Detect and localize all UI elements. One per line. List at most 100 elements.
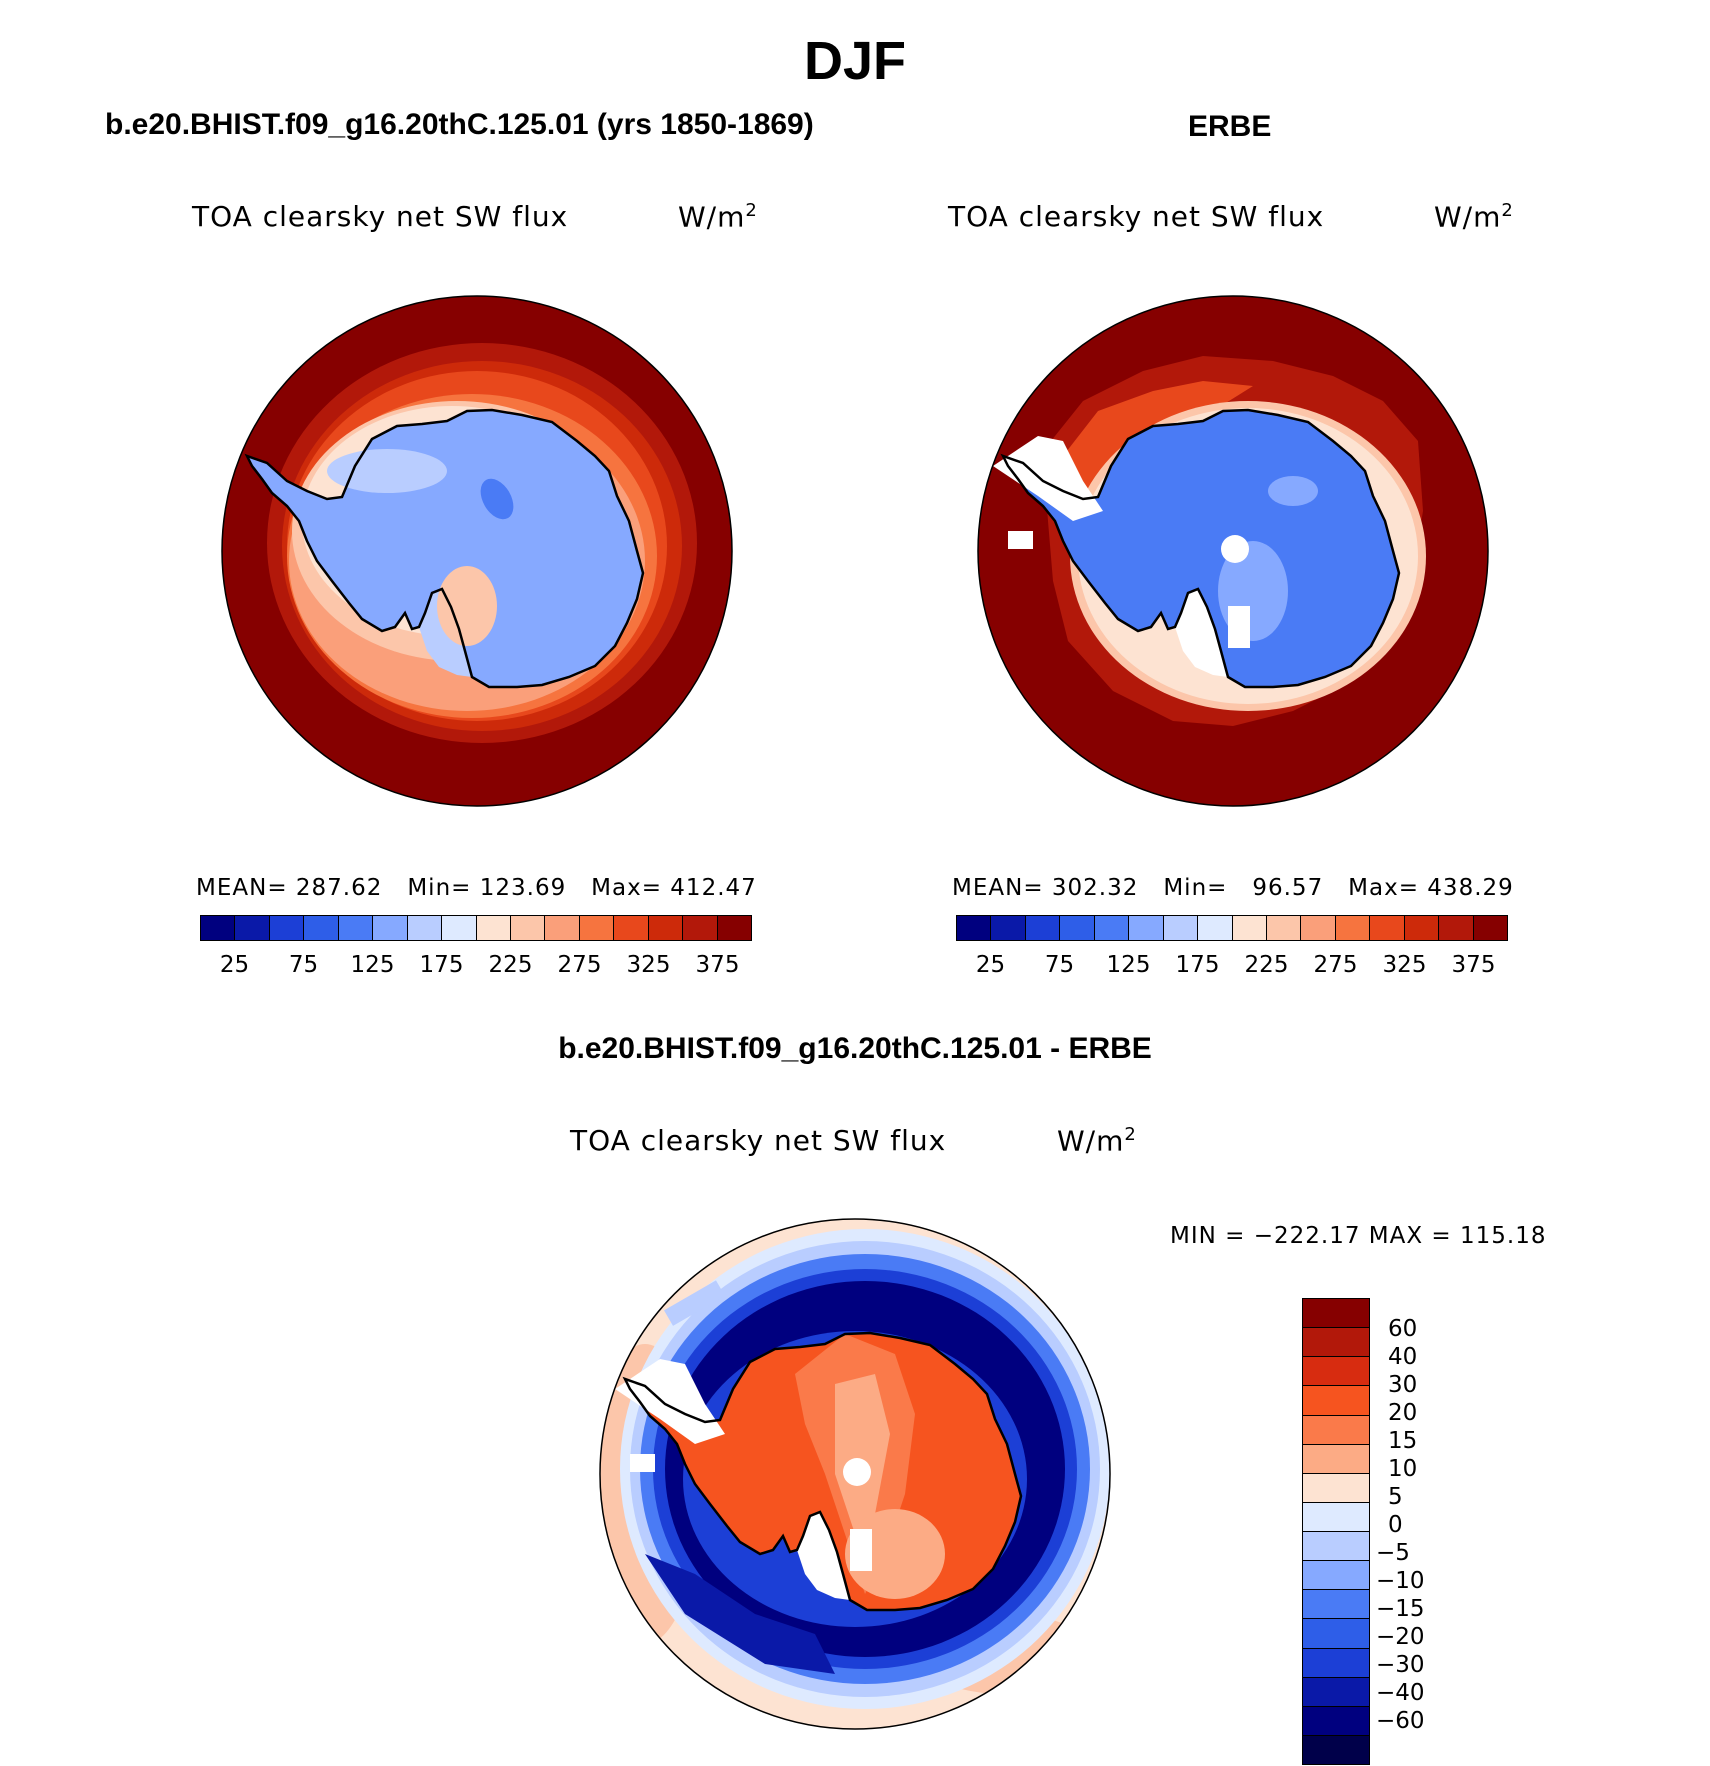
panel-model-title: b.e20.BHIST.f09_g16.20thC.125.01 (yrs 18…: [105, 108, 814, 141]
colorbar-tick-label: 125: [1106, 952, 1151, 978]
panel-obs-colorbar: [956, 915, 1508, 941]
colorbar-tick-label: 25: [219, 952, 250, 978]
colorbar-swatch: [957, 916, 992, 940]
colorbar-swatch: [1198, 916, 1233, 940]
panel-model-field-label: TOA clearsky net SW flux: [192, 200, 569, 233]
colorbar-swatch: [1473, 916, 1507, 940]
colorbar-tick-label: −15: [1376, 1596, 1425, 1622]
colorbar-tick-label: 0: [1388, 1512, 1403, 1538]
panel-obs-units: W/m2: [1434, 200, 1514, 234]
colorbar-swatch: [1060, 916, 1095, 940]
colorbar-swatch: [1232, 916, 1267, 940]
colorbar-swatch: [1303, 1299, 1369, 1329]
colorbar-tick-label: 15: [1388, 1428, 1418, 1454]
colorbar-tick-label: −20: [1376, 1624, 1425, 1650]
colorbar-swatch: [991, 916, 1026, 940]
colorbar-swatch: [1303, 1473, 1369, 1503]
colorbar-swatch: [304, 916, 339, 940]
colorbar-tick-label: 75: [288, 952, 319, 978]
colorbar-tick-label: 225: [1244, 952, 1289, 978]
colorbar-swatch: [510, 916, 546, 940]
obs-polar-map: [977, 295, 1489, 807]
panel-model-units: W/m2: [678, 200, 758, 234]
colorbar-swatch: [235, 916, 270, 940]
colorbar-swatch: [579, 916, 615, 940]
panel-diff-title: b.e20.BHIST.f09_g16.20thC.125.01 - ERBE: [558, 1032, 1152, 1065]
colorbar-tick-label: −40: [1376, 1680, 1425, 1706]
colorbar-swatch: [1303, 1502, 1369, 1532]
colorbar-tick-label: 40: [1388, 1344, 1418, 1370]
colorbar-swatch: [1129, 916, 1164, 940]
colorbar-swatch: [442, 916, 477, 940]
colorbar-swatch: [1303, 1648, 1369, 1678]
colorbar-swatch: [1439, 916, 1474, 940]
colorbar-tick-label: 375: [695, 952, 740, 978]
colorbar-swatch: [683, 916, 718, 940]
colorbar-swatch: [1266, 916, 1302, 940]
colorbar-swatch: [1303, 1532, 1369, 1562]
colorbar-swatch: [1335, 916, 1371, 940]
panel-obs-stats: MEAN= 302.32 Min= 96.57 Max= 438.29: [952, 875, 1514, 901]
colorbar-tick-label: 175: [419, 952, 464, 978]
colorbar-swatch: [1303, 1735, 1369, 1764]
colorbar-tick-label: 175: [1175, 952, 1220, 978]
panel-obs-title: ERBE: [1188, 110, 1272, 143]
panel-obs-field-label: TOA clearsky net SW flux: [948, 200, 1325, 233]
colorbar-swatch: [1303, 1328, 1369, 1358]
colorbar-swatch: [476, 916, 511, 940]
colorbar-tick-label: 30: [1388, 1372, 1418, 1398]
colorbar-swatch: [1303, 1561, 1369, 1591]
colorbar-swatch: [407, 916, 443, 940]
panel-model-stats: MEAN= 287.62 Min= 123.69 Max= 412.47: [196, 875, 757, 901]
colorbar-tick-label: 20: [1388, 1400, 1418, 1426]
panel-diff-colorbar-ticks: 60 40 30 20 15 10 5 0 −5 −10 −15 −20 −30…: [1376, 1298, 1480, 1765]
colorbar-swatch: [269, 916, 305, 940]
colorbar-tick-label: −30: [1376, 1652, 1425, 1678]
colorbar-tick-label: 75: [1044, 952, 1075, 978]
panel-obs-colorbar-ticks: 25 75 125 175 225 275 325 375: [956, 952, 1508, 982]
colorbar-swatch: [1025, 916, 1061, 940]
colorbar-tick-label: 10: [1388, 1456, 1418, 1482]
colorbar-swatch: [1303, 1590, 1369, 1620]
figure-title: DJF: [803, 31, 906, 91]
colorbar-swatch: [373, 916, 408, 940]
colorbar-tick-label: 25: [975, 952, 1006, 978]
colorbar-swatch: [1370, 916, 1405, 940]
colorbar-tick-label: 225: [488, 952, 533, 978]
colorbar-swatch: [201, 916, 236, 940]
model-polar-map: [221, 295, 733, 807]
colorbar-swatch: [545, 916, 580, 940]
colorbar-tick-label: −5: [1376, 1540, 1410, 1566]
colorbar-swatch: [1303, 1677, 1369, 1707]
colorbar-swatch: [1301, 916, 1336, 940]
colorbar-tick-label: 375: [1451, 952, 1496, 978]
diff-polar-map: [599, 1218, 1111, 1730]
colorbar-swatch: [614, 916, 649, 940]
colorbar-tick-label: −60: [1376, 1708, 1425, 1734]
colorbar-swatch: [1303, 1386, 1369, 1416]
colorbar-tick-label: 325: [1382, 952, 1427, 978]
panel-diff-field-label: TOA clearsky net SW flux: [570, 1124, 947, 1157]
colorbar-tick-label: −10: [1376, 1568, 1425, 1594]
colorbar-swatch: [1163, 916, 1199, 940]
colorbar-swatch: [1303, 1706, 1369, 1736]
colorbar-tick-label: 125: [350, 952, 395, 978]
colorbar-swatch: [1303, 1415, 1369, 1445]
colorbar-swatch: [648, 916, 684, 940]
colorbar-swatch: [1404, 916, 1440, 940]
colorbar-tick-label: 5: [1388, 1484, 1403, 1510]
panel-model-colorbar: [200, 915, 752, 941]
colorbar-tick-label: 60: [1388, 1316, 1418, 1342]
colorbar-tick-label: 275: [1313, 952, 1358, 978]
colorbar-swatch: [717, 916, 751, 940]
colorbar-tick-label: 325: [626, 952, 671, 978]
colorbar-swatch: [1303, 1444, 1369, 1474]
colorbar-swatch: [1303, 1357, 1369, 1387]
colorbar-swatch: [338, 916, 374, 940]
panel-diff-minmax: MIN = −222.17 MAX = 115.18: [1170, 1223, 1547, 1249]
panel-model-colorbar-ticks: 25 75 125 175 225 275 325 375: [200, 952, 752, 982]
panel-diff-units: W/m2: [1057, 1124, 1137, 1158]
colorbar-tick-label: 275: [557, 952, 602, 978]
colorbar-swatch: [1303, 1619, 1369, 1649]
colorbar-swatch: [1094, 916, 1130, 940]
